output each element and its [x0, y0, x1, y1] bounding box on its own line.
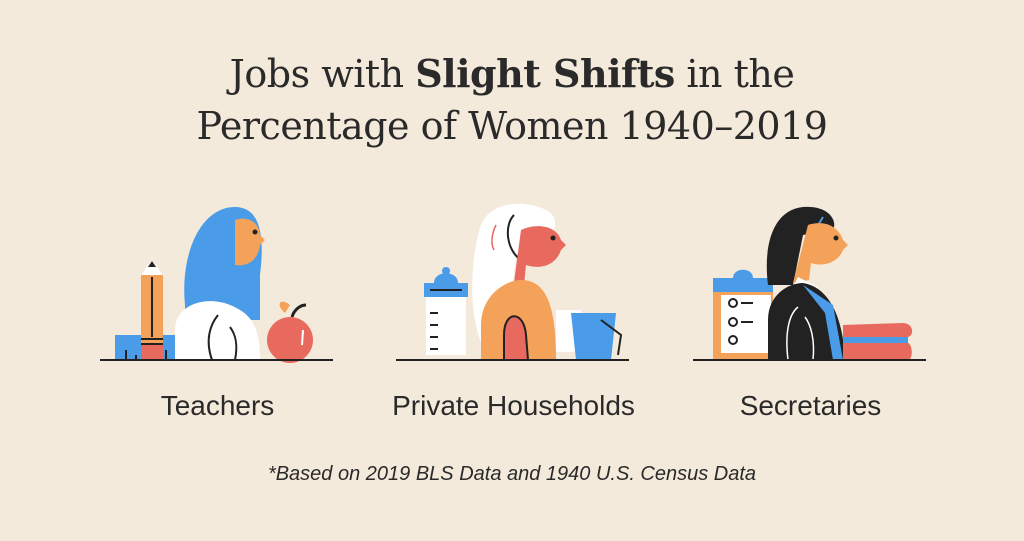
title-text: Jobs with: [229, 52, 416, 96]
title-line-1: Jobs with Slight Shifts in the: [0, 48, 1024, 100]
body-shape: [175, 301, 260, 360]
pencil-icon: [141, 260, 163, 360]
stapler-icon: [843, 323, 913, 360]
bucket-icon: [571, 313, 623, 360]
job-label-private-households: Private Households: [392, 390, 635, 421]
face-shape: [235, 218, 265, 266]
page-title: Jobs with Slight Shifts in the Percentag…: [0, 48, 1024, 152]
title-line-2: Percentage of Women 1940–2019: [196, 104, 828, 148]
private-households-illustration: [396, 195, 631, 365]
teacher-illustration: [100, 195, 335, 365]
job-label-secretaries: Secretaries: [739, 390, 882, 421]
footnote: *Based on 2019 BLS Data and 1940 U.S. Ce…: [267, 463, 757, 485]
baby-bottle-icon: [424, 267, 468, 355]
clipboard-icon: [713, 269, 773, 360]
job-label-teachers: Teachers: [160, 390, 275, 421]
title-text: in the: [674, 52, 795, 96]
secretaries-illustration: [693, 195, 928, 365]
face-shape: [513, 226, 566, 290]
apple-icon: [267, 301, 313, 363]
title-emphasis: Slight Shifts: [415, 51, 675, 96]
